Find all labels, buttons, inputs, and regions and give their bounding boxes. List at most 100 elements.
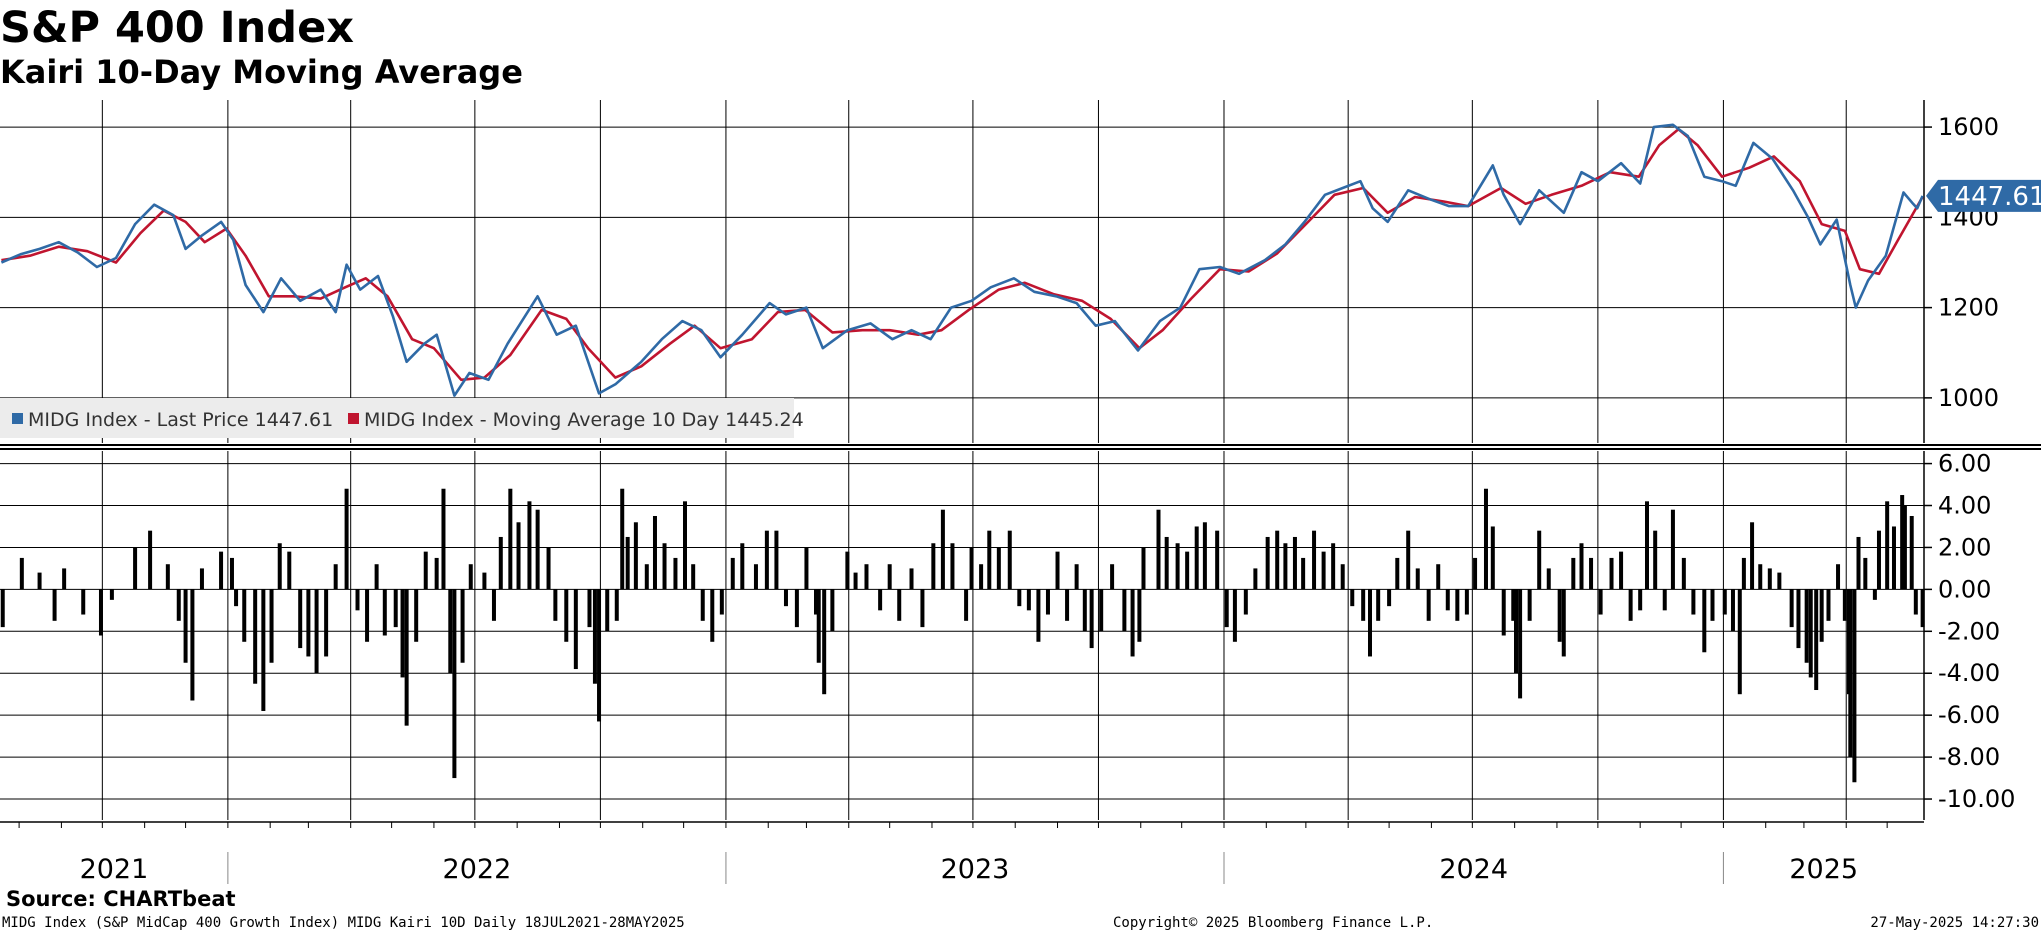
kairi-y-tick-label: -6.00	[1938, 701, 2000, 729]
kairi-bar	[1856, 536, 1861, 590]
kairi-y-tick-label: -2.00	[1938, 617, 2000, 645]
kairi-bar	[1376, 589, 1381, 621]
x-axis-ticks	[18, 822, 1888, 828]
kairi-y-tick-label: -10.00	[1938, 785, 2015, 813]
kairi-bar	[1628, 589, 1633, 621]
kairi-bar	[1321, 551, 1326, 590]
chart-title: S&P 400 Index	[0, 3, 354, 53]
kairi-bar	[414, 589, 419, 642]
kairi-bar	[1164, 536, 1169, 590]
kairi-bar	[1670, 509, 1675, 590]
footer-description: MIDG Index (S&P MidCap 400 Growth Index)…	[2, 915, 685, 931]
kairi-bar	[374, 564, 379, 590]
kairi-bar	[1074, 564, 1079, 590]
kairi-bar	[190, 589, 195, 701]
kairi-bar	[1662, 589, 1667, 611]
kairi-bar	[1017, 589, 1022, 607]
kairi-bar	[109, 589, 114, 600]
legend-label: MIDG Index - Last Price 1447.61	[28, 409, 333, 431]
kairi-bar	[620, 488, 625, 590]
kairi-bar	[673, 557, 678, 590]
kairi-bar	[1527, 589, 1532, 621]
kairi-bar	[37, 572, 42, 590]
kairi-bar	[1826, 589, 1831, 621]
price-y-tick-label: 1600	[1938, 113, 1999, 141]
kairi-bar	[287, 551, 292, 590]
source-label: Source: CHARTbeat	[6, 887, 236, 911]
kairi-bar	[1796, 589, 1801, 649]
kairi-bar	[482, 572, 487, 590]
price-y-tick-label: 1000	[1938, 384, 1999, 412]
kairi-bar	[553, 589, 558, 621]
kairi-bar	[234, 589, 239, 607]
kairi-y-tick-label: 2.00	[1938, 533, 1991, 561]
kairi-bar	[261, 589, 266, 711]
kairi-bar	[441, 488, 446, 590]
kairi-bar	[98, 589, 103, 636]
kairi-bar	[1243, 589, 1248, 615]
kairi-bar	[1265, 536, 1270, 590]
kairi-bar	[1301, 557, 1306, 590]
last-price-line	[0, 123, 1924, 397]
kairi-bar	[1426, 589, 1431, 621]
kairi-bar	[1275, 530, 1280, 590]
kairi-bar	[1065, 589, 1070, 621]
kairi-bar	[62, 568, 67, 590]
x-year-label: 2025	[1789, 854, 1858, 885]
kairi-bar	[1653, 530, 1658, 590]
kairi-bar	[662, 543, 667, 590]
kairi-bar	[813, 589, 818, 615]
kairi-bar	[804, 547, 809, 590]
kairi-bar	[269, 589, 274, 663]
kairi-bar	[700, 589, 705, 621]
kairi-bar	[1089, 589, 1094, 649]
kairi-bar	[682, 501, 687, 590]
kairi-bar	[1852, 589, 1857, 783]
kairi-bar	[1691, 589, 1696, 615]
kairi-bar	[633, 522, 638, 590]
kairi-bar	[148, 530, 153, 590]
kairi-bar	[324, 589, 329, 657]
kairi-bar	[546, 547, 551, 590]
kairi-bar	[1175, 543, 1180, 590]
kairi-bar	[614, 589, 619, 621]
kairi-bar	[1361, 589, 1366, 621]
kairi-bar	[1777, 572, 1782, 590]
kairi-bar	[1644, 501, 1649, 590]
kairi-bar	[1681, 557, 1686, 590]
kairi-bar	[1122, 589, 1127, 632]
kairi-bar	[710, 589, 715, 642]
kairi-bar	[1455, 589, 1460, 621]
kairi-bar	[783, 589, 788, 607]
kairi-bar	[0, 589, 5, 628]
legend-swatch	[348, 413, 359, 424]
kairi-bar	[1395, 557, 1400, 590]
kairi-bar	[1340, 564, 1345, 590]
kairi-bar	[1589, 557, 1594, 590]
kairi-bar	[1406, 530, 1411, 590]
kairi-bar	[1514, 589, 1519, 674]
x-year-label: 2022	[443, 854, 512, 885]
kairi-bar	[1473, 557, 1478, 590]
kairi-bar	[592, 589, 597, 684]
kairi-bar	[1571, 557, 1576, 590]
kairi-bar	[1501, 589, 1506, 636]
kairi-bar	[1842, 589, 1847, 621]
x-year-label: 2024	[1439, 854, 1508, 885]
kairi-bar	[452, 589, 457, 779]
kairi-bar	[1350, 589, 1355, 607]
kairi-y-tick-label: -4.00	[1938, 659, 2000, 687]
kairi-y-tick-label: 6.00	[1938, 450, 1991, 478]
kairi-bar	[1814, 589, 1819, 691]
kairi-bar	[730, 557, 735, 590]
kairi-bar	[527, 501, 532, 590]
kairi-bar	[1913, 589, 1918, 615]
kairi-bar	[1579, 543, 1584, 590]
kairi-bar	[1387, 589, 1392, 607]
legend-background	[0, 398, 794, 438]
kairi-bar	[931, 543, 936, 590]
kairi-bar	[1609, 557, 1614, 590]
kairi-bar	[199, 568, 204, 590]
kairi-bar	[1464, 589, 1469, 615]
